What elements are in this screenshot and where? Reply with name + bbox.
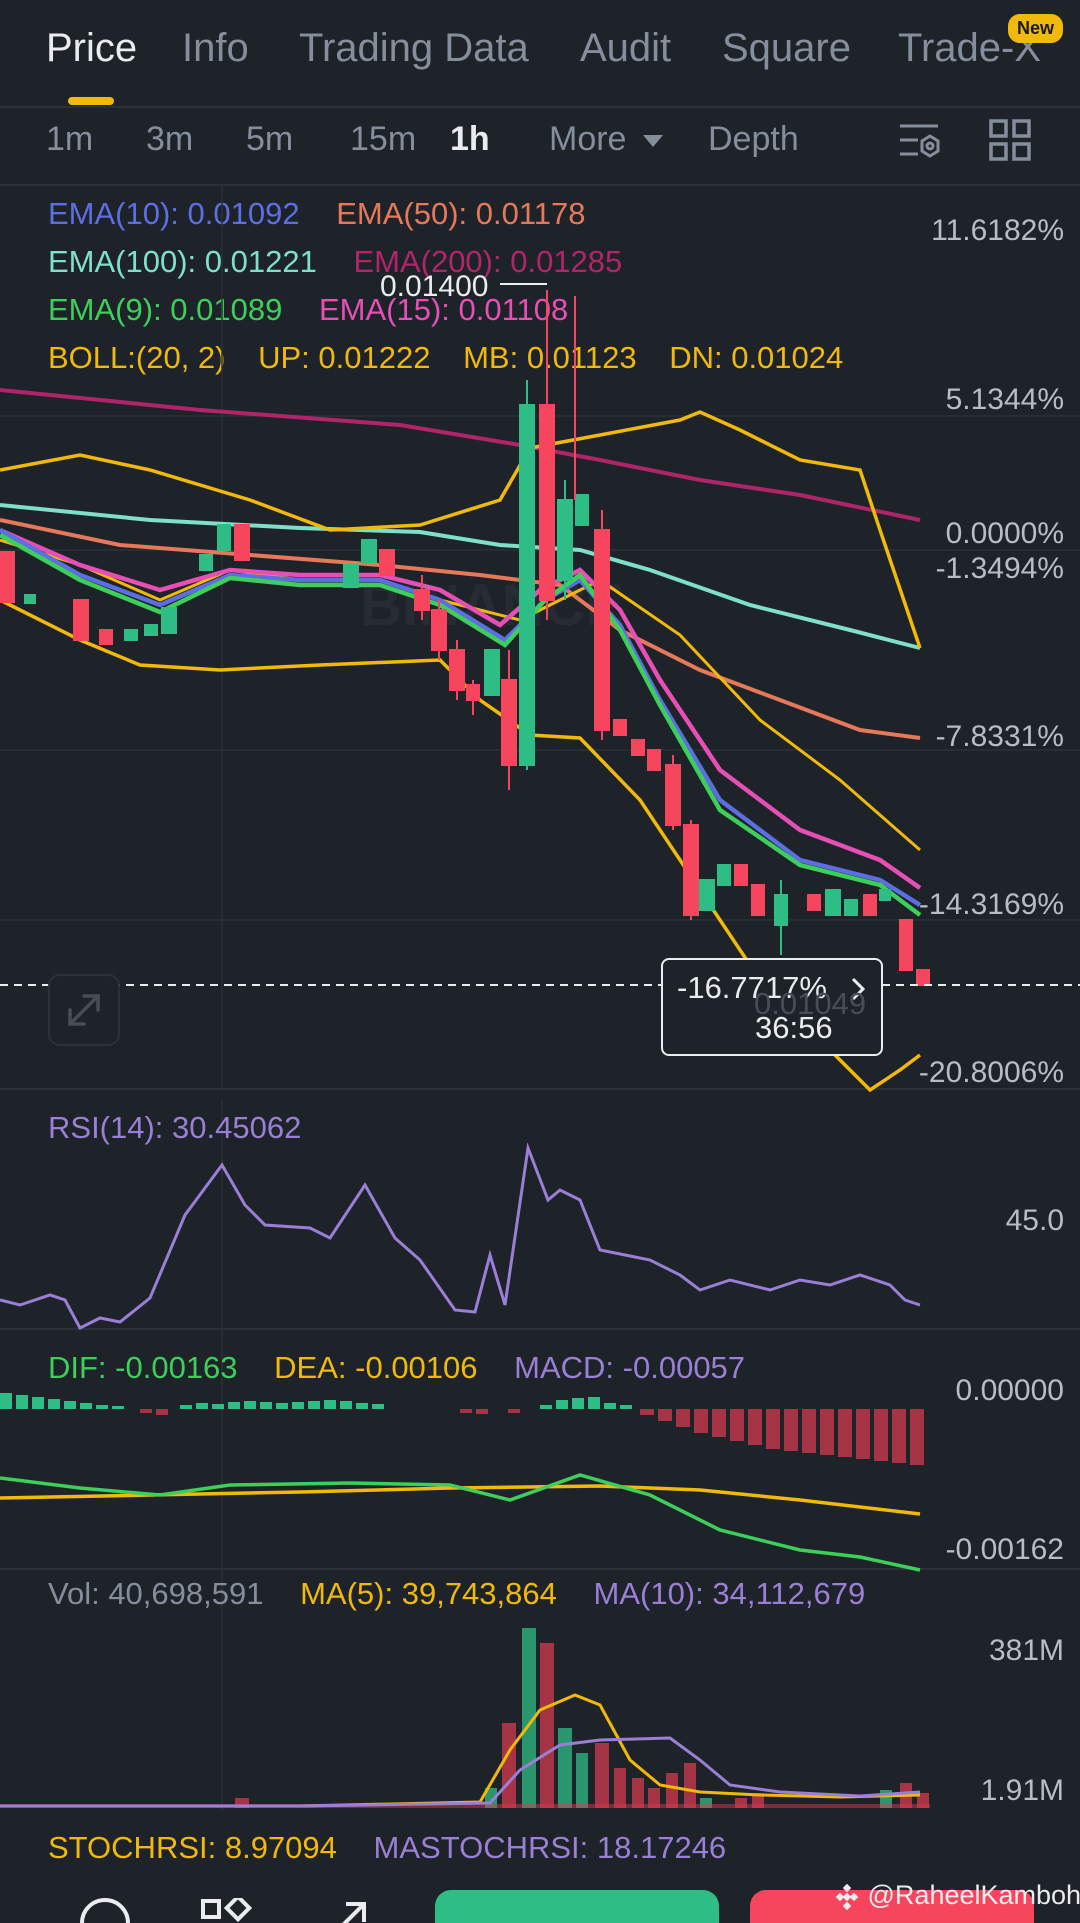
credit-label: @RaheelKamboh	[867, 1880, 1080, 1910]
binance-logo-icon	[835, 1883, 859, 1911]
tab-audit[interactable]: Audit	[580, 26, 672, 70]
ema10-label: EMA(10): 0.01092	[48, 196, 300, 231]
ema50-line	[0, 518, 921, 740]
mastochrsi-label: MASTOCHRSI: 18.17246	[373, 1830, 727, 1865]
boll-upper-line	[0, 410, 922, 649]
boll-mb-label: MB: 0.01123	[463, 340, 637, 375]
price-axis-label: -14.3169%	[918, 888, 1064, 921]
chevron-right-icon	[851, 977, 865, 1001]
dea-label: DEA: -0.00106	[274, 1350, 478, 1385]
dea-line	[0, 1484, 921, 1516]
price-axis-label: 11.6182%	[931, 214, 1064, 247]
current-change-label: -16.7717%	[677, 970, 827, 1005]
interval-3m[interactable]: 3m	[146, 120, 194, 158]
dif-label: DIF: -0.00163	[48, 1350, 238, 1385]
price-chart[interactable]: BINANCE	[0, 0, 1080, 1840]
top-tab-bar: Price Info Trading Data Audit Square Tra…	[0, 0, 1080, 108]
macd-axis-top: 0.00000	[955, 1374, 1064, 1407]
sell-button[interactable]	[750, 1890, 1034, 1923]
vol-axis-bottom: 1.91M	[980, 1774, 1064, 1807]
vol-label: Vol: 40,698,591	[48, 1576, 264, 1611]
ema200-label: EMA(200): 0.01285	[353, 244, 623, 279]
ema100-label: EMA(100): 0.01221	[48, 244, 317, 279]
vol-ma5-line	[0, 1693, 921, 1808]
active-tab-indicator	[68, 97, 114, 105]
tab-trading-data[interactable]: Trading Data	[299, 26, 529, 70]
ema15-label: EMA(15): 0.01108	[318, 292, 569, 327]
boll-dn-label: DN: 0.01024	[669, 340, 844, 375]
interval-bar: 1m 3m 5m 15m 1h More Depth	[0, 108, 1080, 186]
binance-watermark: BINANCE	[360, 573, 624, 638]
interval-1m[interactable]: 1m	[46, 120, 94, 158]
boll-label: BOLL:(20, 2)	[48, 340, 226, 375]
more-intervals-button[interactable]: More	[549, 120, 664, 159]
new-badge: New	[1008, 14, 1064, 43]
dif-line	[0, 1473, 921, 1572]
ema200-line	[0, 388, 921, 522]
current-price-faded: 0.01049	[754, 986, 867, 1021]
price-axis-label: -20.8006%	[918, 1056, 1064, 1089]
volume-bars	[0, 1628, 930, 1808]
rsi-label: RSI(14): 30.45062	[48, 1110, 302, 1145]
depth-tab[interactable]: Depth	[708, 120, 799, 158]
vol-ma10-label: MA(10): 34,112,679	[593, 1576, 866, 1611]
bottom-action-bar	[0, 1880, 1080, 1923]
countdown-label: 36:56	[755, 1010, 833, 1045]
interval-1h[interactable]: 1h	[450, 120, 490, 158]
layout-grid-icon[interactable]	[988, 118, 1032, 162]
apps-icon[interactable]	[200, 1898, 254, 1923]
rsi-axis-label: 45.0	[1005, 1204, 1064, 1237]
more-menu-icon[interactable]	[78, 1896, 132, 1923]
expand-icon	[68, 994, 100, 1026]
more-label: More	[549, 120, 627, 158]
macd-axis-bottom: -0.00162	[945, 1533, 1064, 1566]
price-axis-label: -1.3494%	[935, 552, 1064, 585]
tab-price[interactable]: Price	[46, 26, 138, 70]
ema9-label: EMA(9): 0.01089	[48, 292, 283, 327]
price-axis-label: -7.8331%	[935, 720, 1064, 753]
caret-down-icon	[642, 135, 663, 148]
stochrsi-label: STOCHRSI: 8.97094	[48, 1830, 337, 1865]
expand-chart-button[interactable]	[48, 974, 120, 1046]
current-price-tag[interactable]: -16.7717% 36:56	[661, 958, 883, 1056]
trade-arrow-icon[interactable]	[322, 1898, 376, 1923]
buy-button[interactable]	[435, 1890, 719, 1923]
interval-5m[interactable]: 5m	[246, 120, 294, 158]
tab-info[interactable]: Info	[182, 26, 249, 70]
macd-histogram	[0, 1393, 924, 1465]
vol-ma10-line	[0, 1736, 921, 1808]
price-axis-label: 0.0000%	[945, 517, 1064, 550]
vol-ma5-label: MA(5): 39,743,864	[300, 1576, 557, 1611]
credit-watermark: @RaheelKamboh	[834, 1880, 1080, 1911]
vol-panel-separator	[0, 1568, 1080, 1570]
chart-settings-icon[interactable]	[896, 118, 942, 164]
ema50-label: EMA(50): 0.01178	[336, 196, 586, 231]
candles	[0, 290, 930, 986]
macd-panel-separator	[0, 1328, 1080, 1330]
boll-up-label: UP: 0.01222	[258, 340, 431, 375]
tab-square[interactable]: Square	[722, 26, 851, 70]
interval-15m[interactable]: 15m	[350, 120, 417, 158]
macd-value-label: MACD: -0.00057	[514, 1350, 746, 1385]
vol-axis-top: 381M	[988, 1634, 1064, 1667]
rsi-line	[0, 1142, 921, 1330]
price-axis-label: 5.1344%	[945, 383, 1064, 416]
boll-lower-line	[0, 598, 922, 1093]
high-marker-label: 0.01400	[380, 270, 488, 303]
rsi-panel-separator	[0, 1088, 1080, 1090]
